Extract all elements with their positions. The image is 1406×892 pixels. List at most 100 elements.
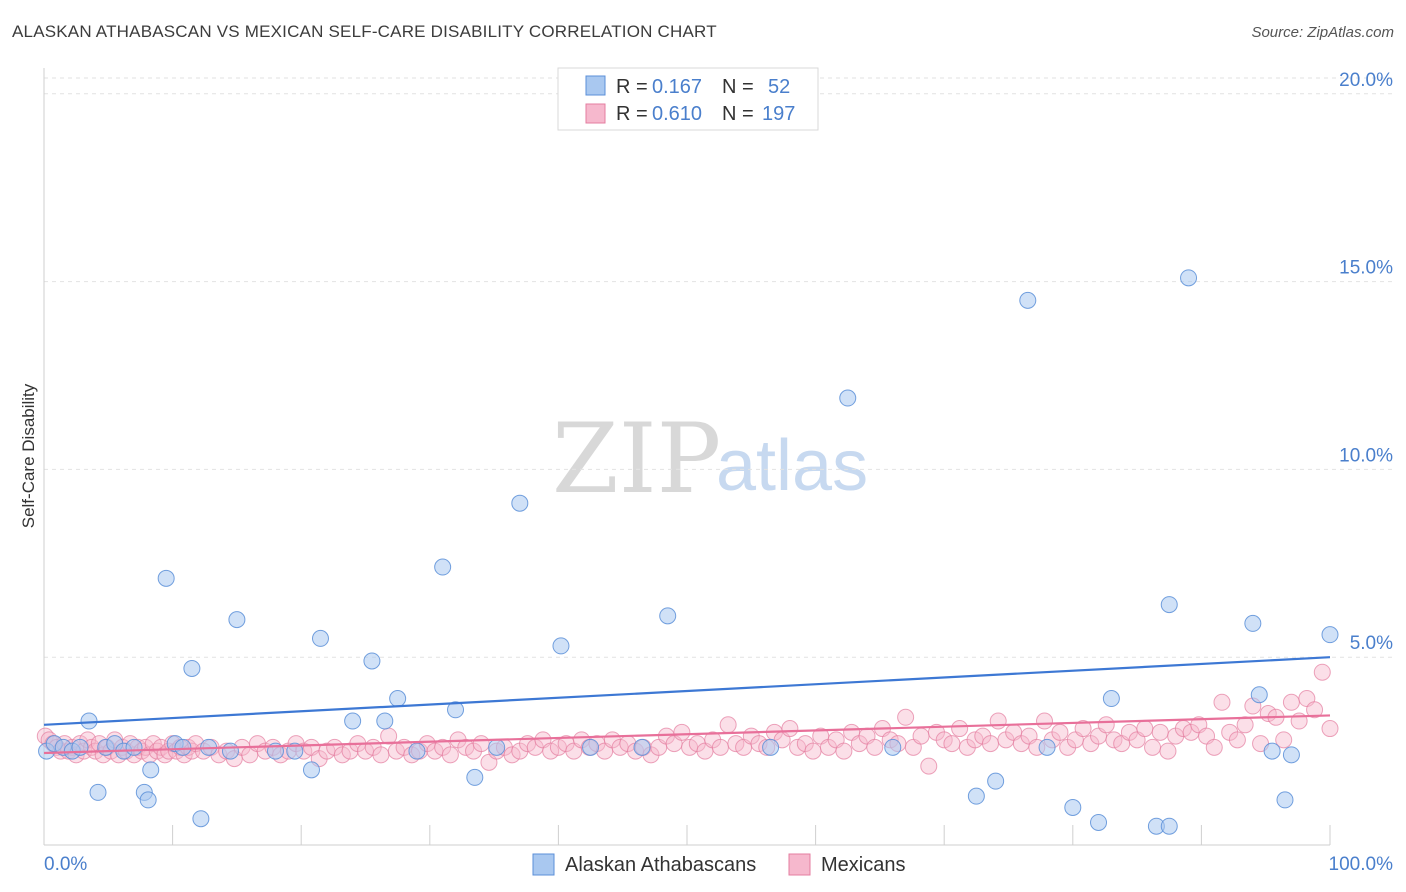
mexicans-point <box>503 746 521 764</box>
mexicans-point <box>920 757 938 775</box>
mexicans-point <box>1051 723 1069 741</box>
y-tick-labels: 20.0% 15.0% 10.0% 5.0% <box>1339 70 1393 654</box>
mexicans-point <box>372 746 390 764</box>
grid-lines <box>44 77 1392 658</box>
mexicans-point <box>866 738 884 756</box>
athabascan-point <box>286 742 304 760</box>
athabascan-point <box>1276 791 1294 809</box>
mexicans-point <box>1144 738 1162 756</box>
mexicans-point <box>781 720 799 738</box>
mexicans-point <box>1282 693 1300 711</box>
athabascan-point <box>1321 626 1339 644</box>
legend-swatch-mexicans <box>788 853 811 876</box>
mexicans-point <box>1136 720 1154 738</box>
athabascan-point <box>1180 269 1198 287</box>
mexicans-point <box>943 735 961 753</box>
athabascan-point <box>408 742 426 760</box>
mexicans-point <box>673 723 691 741</box>
athabascan-points <box>38 269 1339 835</box>
y-tick-label: 5.0% <box>1350 633 1393 654</box>
stats-r-value-mexicans: 0.610 <box>652 103 702 125</box>
legend-label-mexicans: Mexicans <box>821 854 905 876</box>
mexicans-point <box>472 735 490 753</box>
mexicans-point <box>1275 731 1293 749</box>
athabascan-point <box>228 611 246 629</box>
athabascan-point <box>344 712 362 730</box>
mexicans-point <box>989 712 1007 730</box>
y-tick-label: 20.0% <box>1339 70 1393 91</box>
stats-r-label-mexicans: R = <box>616 103 648 125</box>
athabascan-point <box>466 768 484 786</box>
athabascan-point <box>192 810 210 828</box>
y-tick-label: 15.0% <box>1339 258 1393 279</box>
mexicans-point <box>333 746 351 764</box>
mexicans-point <box>912 727 930 745</box>
stats-legend: R = 0.167 N = 52 R = 0.610 N = 197 <box>557 67 819 131</box>
athabascan-point <box>302 761 320 779</box>
mexicans-point <box>1313 663 1331 681</box>
mexicans-point <box>981 735 999 753</box>
athabascan-point <box>183 659 201 677</box>
stats-n-value-mexicans: 197 <box>762 103 795 125</box>
athabascan-point <box>363 652 381 670</box>
athabascan-trend-line <box>43 656 1331 726</box>
series-legend: Alaskan Athabascans Mexicans <box>532 853 905 876</box>
athabascan-point <box>967 787 985 805</box>
legend-swatch-athabascans <box>532 853 555 876</box>
athabascan-point <box>511 494 529 512</box>
stats-n-label-athabascans: N = <box>722 76 754 98</box>
mexicans-point <box>1036 712 1054 730</box>
athabascan-point <box>221 742 239 760</box>
axes <box>43 68 1331 846</box>
watermark-atlas: atlas <box>716 426 868 506</box>
mexicans-point <box>951 720 969 738</box>
stats-swatch-athabascans <box>585 75 606 96</box>
athabascan-point <box>582 738 600 756</box>
mexicans-point <box>1228 731 1246 749</box>
athabascan-point <box>1160 596 1178 614</box>
x-tick-labels: 0.0% 100.0% <box>44 854 1393 875</box>
mexicans-point <box>1105 731 1123 749</box>
chart-title: ALASKAN ATHABASCAN VS MEXICAN SELF-CARE … <box>12 22 717 41</box>
athabascan-point <box>659 607 677 625</box>
athabascan-point <box>376 712 394 730</box>
athabascan-point <box>1250 686 1268 704</box>
athabascan-point <box>1090 813 1108 831</box>
mexicans-point <box>711 738 729 756</box>
stats-n-label-mexicans: N = <box>722 103 754 125</box>
athabascan-point <box>125 738 143 756</box>
mexicans-point <box>441 746 459 764</box>
mexicans-point <box>1306 701 1324 719</box>
mexicans-point <box>1205 738 1223 756</box>
athabascan-point <box>311 629 329 647</box>
athabascan-point <box>1263 742 1281 760</box>
mexicans-point <box>1159 742 1177 760</box>
athabascan-point <box>89 783 107 801</box>
watermark: ZIP atlas <box>552 403 868 515</box>
athabascan-point <box>434 558 452 576</box>
athabascan-point <box>389 690 407 708</box>
athabascan-point <box>1244 614 1262 632</box>
mexicans-trend-line <box>43 714 1331 755</box>
athabascan-point <box>1102 690 1120 708</box>
athabascan-point <box>762 738 780 756</box>
athabascan-point <box>157 569 175 587</box>
athabascan-point <box>552 637 570 655</box>
mexicans-point <box>542 742 560 760</box>
stats-r-label-athabascans: R = <box>616 76 648 98</box>
athabascan-point <box>488 738 506 756</box>
stats-n-value-athabascans: 52 <box>768 76 790 98</box>
athabascan-point <box>1019 291 1037 309</box>
athabascan-point <box>447 701 465 719</box>
mexicans-point <box>1097 716 1115 734</box>
athabascan-point <box>1064 798 1082 816</box>
athabascan-point <box>142 761 160 779</box>
mexicans-point <box>804 742 822 760</box>
athabascan-point <box>1282 746 1300 764</box>
y-axis-title: Self-Care Disability <box>19 383 38 528</box>
watermark-zip: ZIP <box>552 403 721 515</box>
mexicans-point <box>1151 723 1169 741</box>
mexicans-point <box>835 742 853 760</box>
mexicans-point <box>1074 720 1092 738</box>
